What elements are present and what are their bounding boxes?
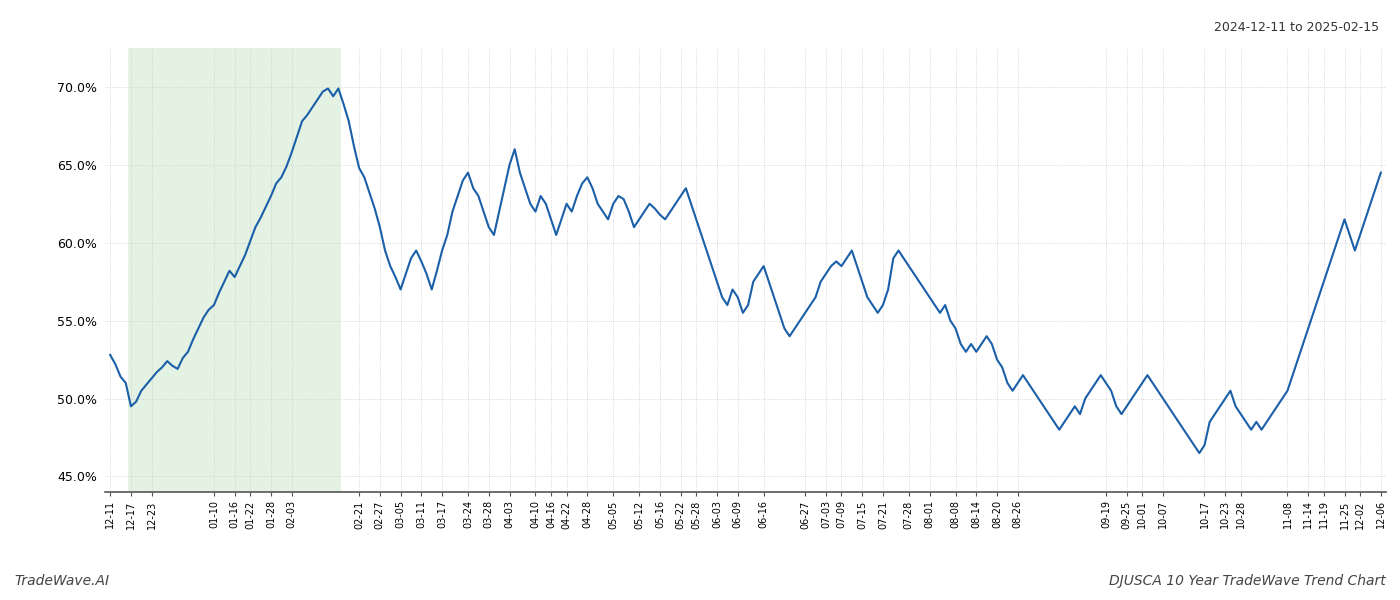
Text: 2024-12-11 to 2025-02-15: 2024-12-11 to 2025-02-15 <box>1214 21 1379 34</box>
Text: TradeWave.AI: TradeWave.AI <box>14 574 109 588</box>
Text: DJUSCA 10 Year TradeWave Trend Chart: DJUSCA 10 Year TradeWave Trend Chart <box>1109 574 1386 588</box>
Bar <box>129 48 342 492</box>
